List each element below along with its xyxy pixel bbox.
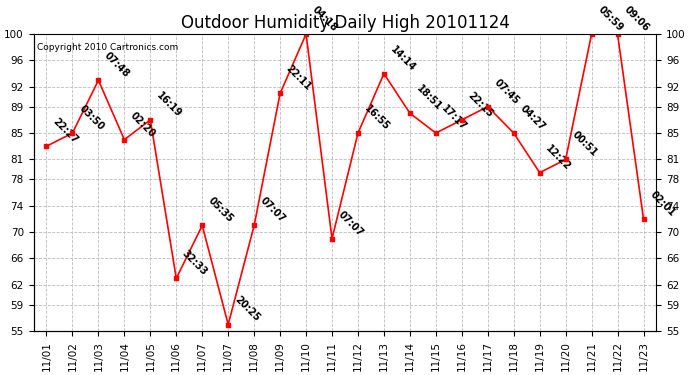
Point: [248, 222, 259, 228]
Point: [612, 31, 623, 37]
Text: 05:35: 05:35: [206, 196, 235, 225]
Point: [534, 170, 545, 176]
Point: [404, 110, 415, 116]
Text: 04:27: 04:27: [518, 103, 547, 132]
Point: [638, 216, 649, 222]
Text: 02:20: 02:20: [128, 110, 157, 139]
Point: [353, 130, 364, 136]
Text: 07:48: 07:48: [103, 50, 132, 80]
Text: 18:51: 18:51: [414, 83, 443, 112]
Text: 32:33: 32:33: [181, 249, 210, 278]
Point: [119, 136, 130, 142]
Text: 05:59: 05:59: [595, 4, 624, 33]
Point: [197, 222, 208, 228]
Point: [223, 321, 234, 327]
Text: 09:06: 09:06: [622, 4, 651, 33]
Point: [67, 130, 78, 136]
Point: [560, 156, 571, 162]
Point: [586, 31, 597, 37]
Text: 20:25: 20:25: [233, 295, 262, 324]
Point: [431, 130, 442, 136]
Point: [326, 236, 337, 242]
Point: [301, 31, 312, 37]
Point: [275, 90, 286, 96]
Text: 04:18: 04:18: [310, 4, 339, 33]
Text: 22:15: 22:15: [466, 90, 495, 119]
Text: 02:01: 02:01: [648, 189, 677, 218]
Text: 22:11: 22:11: [284, 64, 313, 93]
Text: 12:22: 12:22: [544, 143, 573, 172]
Text: 07:45: 07:45: [492, 77, 521, 106]
Point: [509, 130, 520, 136]
Point: [482, 104, 493, 110]
Text: 22:27: 22:27: [50, 117, 79, 146]
Text: 07:07: 07:07: [258, 196, 287, 225]
Text: 03:50: 03:50: [77, 103, 106, 132]
Title: Outdoor Humidity Daily High 20101124: Outdoor Humidity Daily High 20101124: [181, 15, 509, 33]
Text: 16:55: 16:55: [362, 103, 391, 132]
Text: 17:17: 17:17: [440, 103, 469, 132]
Point: [456, 117, 467, 123]
Point: [41, 143, 52, 149]
Point: [378, 70, 389, 76]
Text: 14:14: 14:14: [388, 44, 417, 73]
Point: [170, 275, 181, 281]
Text: Copyright 2010 Cartronics.com: Copyright 2010 Cartronics.com: [37, 43, 178, 52]
Text: 16:19: 16:19: [155, 90, 184, 119]
Text: 00:51: 00:51: [570, 130, 599, 159]
Point: [93, 77, 104, 83]
Point: [145, 117, 156, 123]
Text: 07:07: 07:07: [336, 209, 365, 238]
